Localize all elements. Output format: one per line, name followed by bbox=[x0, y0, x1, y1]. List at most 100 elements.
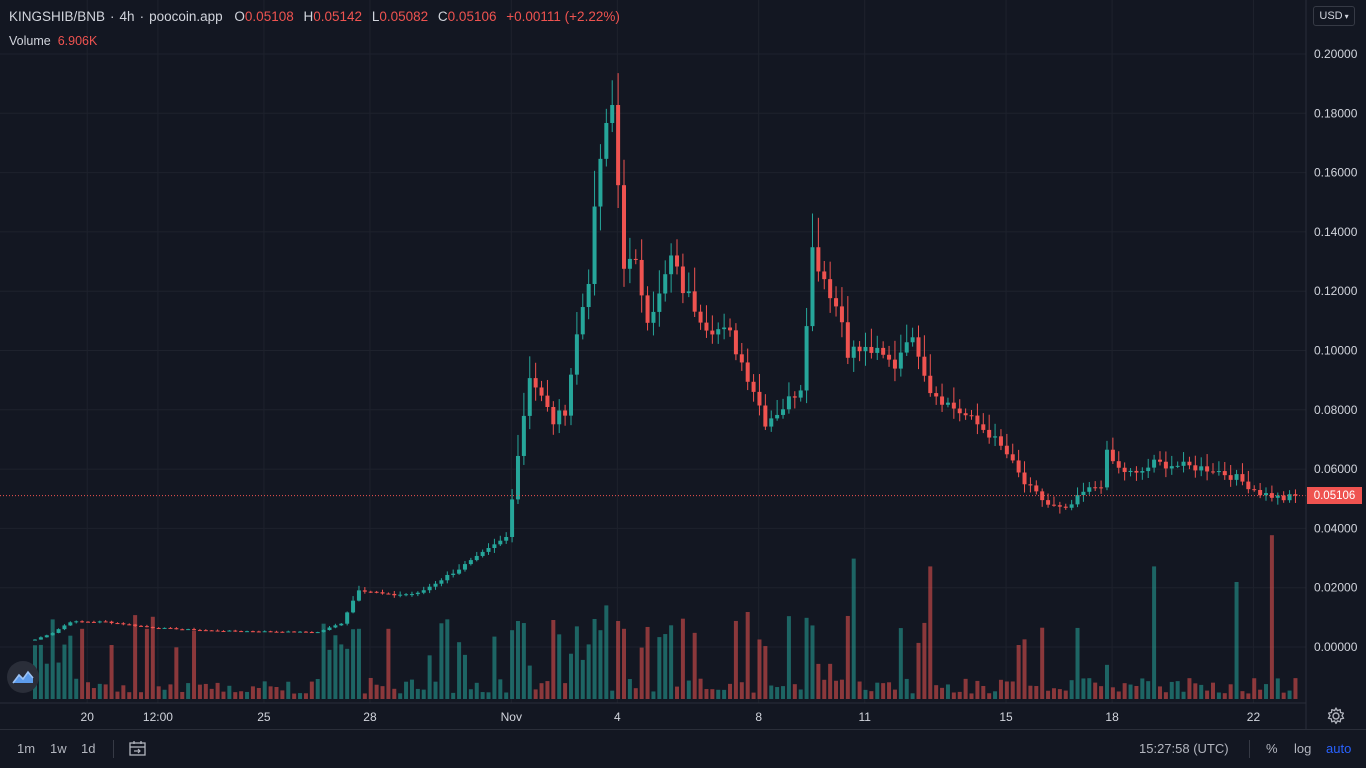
candle-body bbox=[993, 436, 998, 438]
y-tick-label: 0.20000 bbox=[1314, 47, 1358, 61]
volume-bar bbox=[1051, 688, 1056, 699]
volume-bar bbox=[1087, 678, 1092, 699]
candle-body bbox=[462, 564, 467, 570]
volume-bar bbox=[474, 682, 479, 699]
volume-bar bbox=[515, 621, 520, 699]
candle-body bbox=[1181, 461, 1186, 466]
volume-bar bbox=[1093, 682, 1098, 699]
volume-bar bbox=[339, 644, 344, 699]
candle-body bbox=[1205, 466, 1210, 472]
date-range-icon[interactable] bbox=[128, 740, 148, 758]
percent-scale-button[interactable]: % bbox=[1266, 741, 1278, 756]
candle-body bbox=[545, 395, 550, 407]
volume-bar bbox=[333, 635, 338, 699]
volume-bar bbox=[1258, 689, 1263, 699]
candle-body bbox=[351, 600, 356, 613]
candle-body bbox=[816, 247, 821, 272]
y-tick-label: 0.00000 bbox=[1314, 640, 1358, 654]
candle-body bbox=[1110, 449, 1115, 462]
candle-body bbox=[333, 625, 338, 628]
volume-bar bbox=[186, 683, 191, 699]
volume-bar bbox=[533, 689, 538, 699]
candle-body bbox=[1040, 491, 1045, 501]
candle-body bbox=[1128, 470, 1133, 473]
log-scale-button[interactable]: log bbox=[1294, 741, 1312, 756]
candle-body bbox=[162, 627, 167, 629]
volume-bar bbox=[775, 687, 780, 699]
range-1d-button[interactable]: 1d bbox=[81, 741, 96, 756]
candle-body bbox=[409, 594, 414, 596]
volume-bar bbox=[922, 622, 927, 699]
candle-body bbox=[262, 631, 267, 633]
volume-bar bbox=[1169, 681, 1174, 699]
currency-selector[interactable]: USD ▾ bbox=[1313, 6, 1355, 26]
candle-body bbox=[898, 352, 903, 369]
open-label: O bbox=[234, 9, 245, 24]
candle-body bbox=[515, 455, 520, 500]
candle-body bbox=[1157, 459, 1162, 462]
volume-bar bbox=[792, 684, 797, 699]
candle-body bbox=[274, 631, 279, 633]
volume-bar bbox=[568, 653, 573, 699]
price-chart[interactable]: 0.20000 0.18000 0.16000 0.14000 0.12000 0.100… bbox=[0, 0, 1366, 729]
volume-bar bbox=[486, 692, 491, 699]
volume-bar bbox=[1157, 686, 1162, 699]
axes: 0.20000 0.18000 0.16000 0.14000 0.12000 0.100… bbox=[0, 0, 1358, 729]
candle-body bbox=[928, 375, 933, 394]
volume-bar bbox=[133, 615, 138, 699]
volume-bar bbox=[669, 625, 674, 699]
volume-bar bbox=[1069, 680, 1074, 699]
y-tick-label: 0.04000 bbox=[1314, 521, 1358, 535]
volume-bar bbox=[1287, 690, 1292, 699]
volume-bar bbox=[121, 685, 126, 699]
candle-body bbox=[686, 291, 691, 294]
candle-body bbox=[963, 413, 968, 416]
candle-body bbox=[627, 258, 632, 269]
volume-bar bbox=[327, 649, 332, 699]
candle-body bbox=[345, 612, 350, 624]
volume-bar bbox=[869, 691, 874, 699]
range-1w-button[interactable]: 1w bbox=[50, 741, 67, 756]
candle-body bbox=[1051, 504, 1056, 506]
tradingview-logo-icon[interactable] bbox=[7, 661, 39, 693]
candle-body bbox=[574, 334, 579, 375]
volume-bar bbox=[998, 679, 1003, 699]
candle-body bbox=[1175, 465, 1180, 467]
volume-bar bbox=[616, 620, 621, 699]
candle-body bbox=[127, 624, 132, 626]
candle-body bbox=[433, 583, 438, 587]
x-tick-label: 8 bbox=[755, 710, 762, 724]
volume-bar bbox=[1222, 693, 1227, 699]
volume-bar bbox=[374, 684, 379, 699]
candle-body bbox=[192, 629, 197, 631]
candle-body bbox=[1216, 471, 1221, 473]
volume-bar bbox=[421, 689, 426, 699]
volume-bar bbox=[197, 684, 202, 699]
candle-body bbox=[492, 544, 497, 548]
divider bbox=[1249, 740, 1250, 758]
clock-time[interactable]: 15:27:58 (UTC) bbox=[1139, 741, 1229, 756]
candle-body bbox=[733, 330, 738, 355]
candle-body bbox=[227, 630, 232, 632]
candle-body bbox=[91, 621, 96, 623]
symbol-name[interactable]: KINGSHIB/BNB bbox=[9, 9, 106, 24]
candle-body bbox=[380, 592, 385, 594]
volume-bar bbox=[1040, 627, 1045, 699]
volume-bar bbox=[250, 686, 255, 699]
candle-body bbox=[415, 592, 420, 595]
candle-body bbox=[33, 639, 37, 641]
candle-body bbox=[616, 105, 621, 186]
auto-scale-button[interactable]: auto bbox=[1326, 741, 1352, 756]
candle-body bbox=[940, 396, 945, 405]
volume-bar bbox=[1211, 682, 1215, 699]
candle-body bbox=[74, 621, 79, 623]
range-1m-button[interactable]: 1m bbox=[17, 741, 36, 756]
volume-bar bbox=[356, 628, 361, 699]
candle-body bbox=[150, 626, 155, 629]
volume-bar bbox=[309, 681, 314, 699]
volume-bar bbox=[887, 682, 892, 699]
gear-icon[interactable] bbox=[1326, 706, 1346, 726]
candle-body bbox=[1246, 481, 1251, 490]
x-tick-label: Nov bbox=[501, 710, 522, 724]
candle-body bbox=[1034, 485, 1039, 492]
